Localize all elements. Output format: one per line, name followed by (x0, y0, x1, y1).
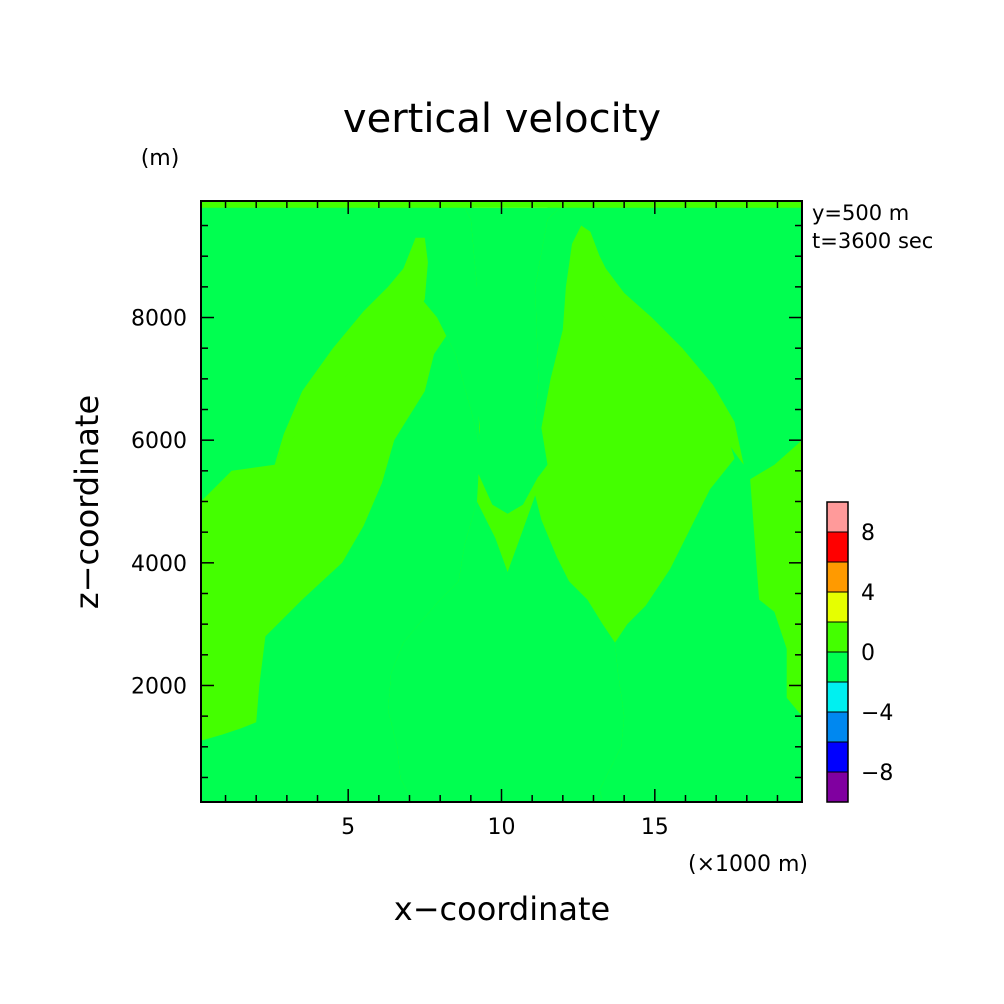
contour-region (535, 207, 802, 484)
x-tick-label: 15 (641, 815, 669, 840)
colorbar: 8 4 0 −4 −8 (826, 501, 893, 803)
colorbar-swatch (826, 681, 849, 713)
contour-region (581, 237, 744, 465)
colorbar-swatch (826, 561, 849, 593)
x-axis-label: x−coordinate (394, 890, 610, 928)
y-unit-label: (m) (141, 146, 180, 171)
colorbar-swatch (826, 741, 849, 773)
y-tick-label: 6000 (131, 429, 187, 454)
x-unit-label: (×1000 m) (688, 852, 808, 877)
contour-region (771, 519, 802, 600)
colorbar-swatch (826, 651, 849, 683)
colorbar-swatch (826, 771, 849, 803)
contour-region (599, 434, 802, 802)
contour-region (274, 237, 428, 465)
chart-title: vertical velocity (343, 96, 661, 142)
y-tick-label: 4000 (131, 552, 187, 577)
colorbar-frame (826, 501, 849, 803)
colorbar-swatch (826, 531, 849, 563)
colorbar-swatch (826, 711, 849, 743)
colorbar-tick-label: 8 (861, 521, 875, 546)
colorbar-swatch (826, 591, 849, 623)
colorbar-swatch (826, 501, 849, 533)
colorbar-swatch (826, 621, 849, 653)
y-axis-label: z−coordinate (68, 395, 106, 609)
annotation-y: y=500 m (812, 201, 909, 225)
contour-region (201, 335, 480, 802)
colorbar-tick-label: −8 (861, 761, 893, 786)
contour-region (201, 519, 232, 600)
plot-area: 5 10 15 2000 4000 6000 8000 (131, 200, 803, 840)
annotation-t: t=3600 sec (812, 229, 933, 253)
contour-region (388, 495, 625, 802)
colorbar-tick-label: −4 (861, 701, 893, 726)
y-tick-label: 8000 (131, 307, 187, 332)
colorbar-tick-label: 4 (861, 581, 875, 606)
x-tick-label: 10 (488, 815, 516, 840)
colorbar-tick-label: 0 (861, 641, 875, 666)
y-tick-label: 2000 (131, 674, 187, 699)
x-tick-label: 5 (341, 815, 355, 840)
